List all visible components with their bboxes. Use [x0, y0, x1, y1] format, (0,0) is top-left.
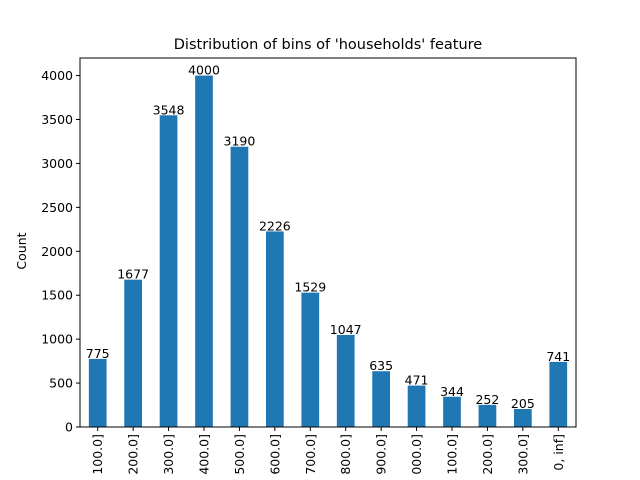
x-tick-label: 800.0]: [338, 434, 353, 475]
bar: [336, 335, 355, 427]
data-labels-group: 775 1677 3548 4000 3190 2226 1529 1047 635 471 344…: [86, 63, 570, 411]
plot-frame: [79, 57, 577, 428]
bar: [88, 358, 107, 427]
data-label: 3190: [224, 134, 256, 149]
chart-title: Distribution of bins of 'households' fea…: [174, 37, 483, 53]
data-label: 252: [475, 392, 499, 407]
y-tick-label: 3000: [41, 156, 73, 171]
y-axis-label: Count: [14, 232, 29, 269]
x-tick-label: 700.0]: [303, 434, 318, 475]
x-tick-label: 000.0]: [409, 434, 424, 475]
y-tick-label: 1500: [41, 288, 73, 303]
x-tick-label: 0, inf]: [551, 434, 566, 471]
data-label: 3548: [153, 102, 185, 117]
x-tick-label: 300.0]: [515, 434, 530, 475]
bar: [514, 408, 532, 427]
x-tick-label: 600.0]: [267, 434, 282, 475]
bars-group: [88, 75, 568, 428]
x-tick-label: 300.0]: [161, 434, 176, 475]
bar: [478, 404, 497, 427]
bar: [266, 231, 284, 427]
x-tick-label: 100.0]: [445, 434, 460, 475]
y-tick-label: 500: [49, 376, 73, 391]
y-tick-label: 4000: [41, 68, 73, 83]
x-tick-label: 100.0]: [90, 434, 105, 475]
data-label: 4000: [188, 63, 220, 78]
bar: [443, 396, 461, 427]
x-tick-label: 200.0]: [480, 434, 495, 475]
x-tick-label: 500.0]: [232, 434, 247, 475]
bar: [407, 385, 426, 427]
bar: [230, 146, 249, 427]
y-tick-label: 2500: [41, 200, 73, 215]
x-axis: 100.0] 200.0] 300.0] 400.0] 500.0] 600.0] 700.…: [90, 427, 566, 475]
x-tick-label: 400.0]: [197, 434, 212, 475]
data-label: 1677: [117, 267, 149, 282]
bar: [159, 115, 178, 427]
x-tick-label: 900.0]: [374, 434, 389, 475]
data-label: 1529: [294, 280, 326, 295]
x-tick-label: 200.0]: [126, 434, 141, 475]
data-label: 741: [546, 349, 570, 364]
data-label: 205: [511, 396, 535, 411]
bar: [301, 292, 320, 427]
data-label: 344: [440, 384, 464, 399]
bar: [124, 279, 142, 427]
bar: [372, 371, 390, 427]
y-tick-label: 2000: [41, 244, 73, 259]
bar: [195, 75, 213, 428]
y-tick-label: 1000: [41, 332, 73, 347]
data-label: 471: [405, 373, 429, 388]
data-label: 1047: [330, 322, 362, 337]
data-label: 2226: [259, 218, 291, 233]
y-tick-label: 3500: [41, 112, 73, 127]
bar: [549, 361, 568, 427]
data-label: 635: [369, 358, 393, 373]
data-label: 775: [86, 346, 110, 361]
y-axis: 0 500 1000 1500 2000 2500 3000 3500 4000: [41, 68, 80, 435]
y-tick-label: 0: [65, 420, 73, 435]
